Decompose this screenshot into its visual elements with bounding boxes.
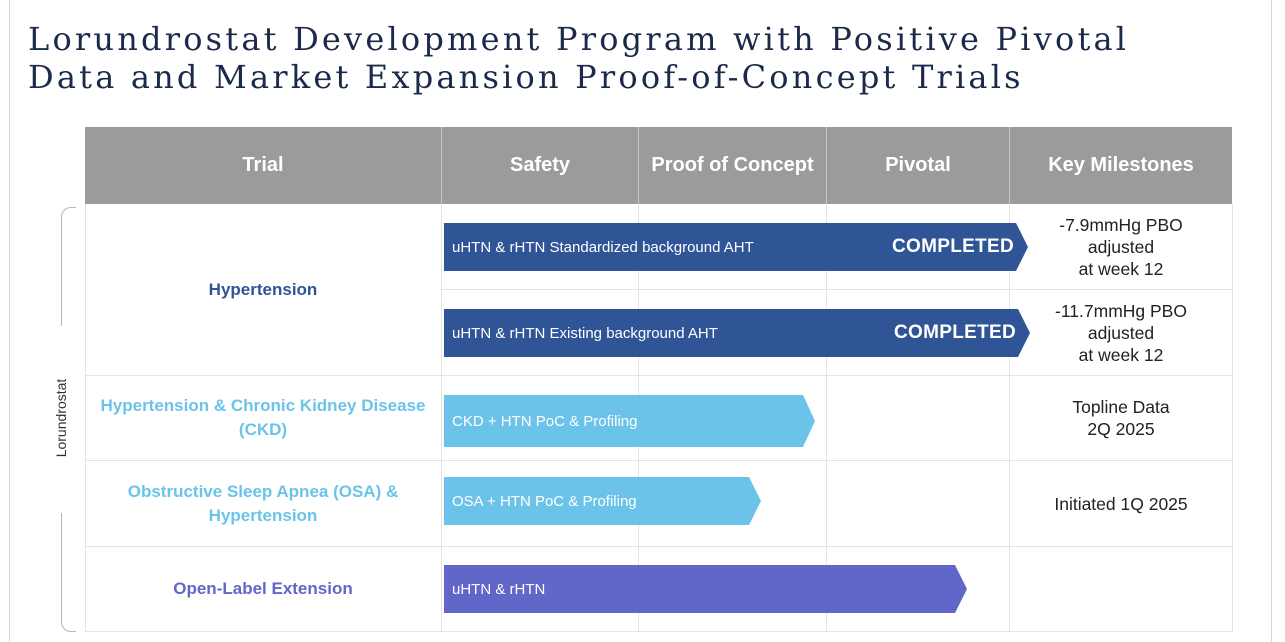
progress-bar-ckd: CKD + HTN PoC & Profiling: [444, 395, 815, 447]
frame-right-border: [1271, 0, 1272, 642]
milestone-line: -7.9mmHg PBO: [1059, 215, 1183, 235]
bar-arrow-shape: [444, 395, 815, 447]
frame-left-border: [9, 0, 10, 642]
grid-hline: [85, 546, 1232, 547]
milestone-line: at week 12: [1078, 344, 1164, 365]
grid-hline: [85, 631, 1232, 632]
header-trial: Trial: [242, 154, 284, 176]
milestone-line: adjusted: [1087, 237, 1155, 257]
trial-name-osa: Obstructive Sleep Apnea (OSA) & Hyperten…: [127, 481, 399, 525]
header-divider: [826, 127, 827, 204]
header-divider: [638, 127, 639, 204]
header-divider: [441, 127, 442, 204]
grid-hline: [85, 375, 1232, 376]
bar-status-completed: COMPLETED: [892, 236, 1014, 257]
progress-bar-open-label: uHTN & rHTN: [444, 565, 967, 613]
header-proof-of-concept: Proof of Concept: [651, 154, 814, 176]
grid-vline: [826, 204, 827, 632]
bar-label: OSA + HTN PoC & Profiling: [452, 492, 637, 510]
progress-bar-existing-aht: uHTN & rHTN Existing background AHT COMP…: [444, 309, 1030, 357]
progress-bar-standardized-aht: uHTN & rHTN Standardized background AHT …: [444, 223, 1028, 271]
trial-name-ckd: Hypertension & Chronic Kidney Disease (C…: [100, 396, 426, 439]
title-line-1: Lorundrostat Development Program with Po…: [28, 20, 1130, 58]
table-header: Trial Safety Proof of Concept Pivotal Ke…: [85, 127, 1232, 204]
bar-status-completed: COMPLETED: [894, 322, 1016, 343]
header-safety: Safety: [509, 154, 571, 176]
progress-bar-osa: OSA + HTN PoC & Profiling: [444, 477, 761, 525]
header-divider: [1009, 127, 1010, 204]
grid-vline: [85, 204, 86, 632]
bar-label: CKD + HTN PoC & Profiling: [452, 412, 638, 430]
bar-arrow-shape: [444, 309, 1030, 357]
milestone-line: Topline Data: [1072, 397, 1170, 417]
trial-name-hypertension: Hypertension: [208, 280, 318, 299]
bracket-top: [61, 207, 76, 326]
bar-label: uHTN & rHTN Existing background AHT: [452, 324, 718, 342]
grid-vline: [1232, 204, 1233, 632]
header-key-milestones: Key Milestones: [1048, 154, 1194, 176]
page-title: Lorundrostat Development Program with Po…: [28, 20, 1129, 96]
program-side-label: Lorundrostat: [53, 378, 69, 458]
grid-vline: [441, 204, 442, 632]
bracket-bottom: [61, 513, 76, 632]
milestone-line: 2Q 2025: [1087, 419, 1155, 439]
header-pivotal: Pivotal: [885, 154, 951, 176]
title-line-2: Data and Market Expansion Proof-of-Conce…: [28, 58, 1024, 96]
bar-arrow-shape: [444, 223, 1028, 271]
trial-name-open-label-extension: Open-Label Extension: [173, 579, 353, 598]
milestone-ckd: Topline Data 2Q 2025: [1010, 376, 1232, 460]
milestone-line: -11.7mmHg PBO: [1055, 300, 1187, 321]
grid-hline: [85, 460, 1232, 461]
grid-vline: [1009, 204, 1010, 632]
bar-arrow-shape: [444, 565, 967, 613]
milestone-line: at week 12: [1078, 259, 1164, 279]
milestone-standardized-aht: -7.9mmHg PBO adjusted at week 12: [1010, 205, 1232, 289]
bar-arrow-shape: [444, 477, 761, 525]
milestone-line: Initiated 1Q 2025: [1054, 493, 1188, 514]
grid-hline: [441, 289, 1232, 290]
bar-label: uHTN & rHTN Standardized background AHT: [452, 238, 754, 256]
bar-label: uHTN & rHTN: [452, 580, 546, 598]
milestone-existing-aht: -11.7mmHg PBO adjusted at week 12: [1010, 290, 1232, 375]
milestone-line: adjusted: [1087, 322, 1155, 343]
milestone-osa: Initiated 1Q 2025: [1010, 461, 1232, 546]
